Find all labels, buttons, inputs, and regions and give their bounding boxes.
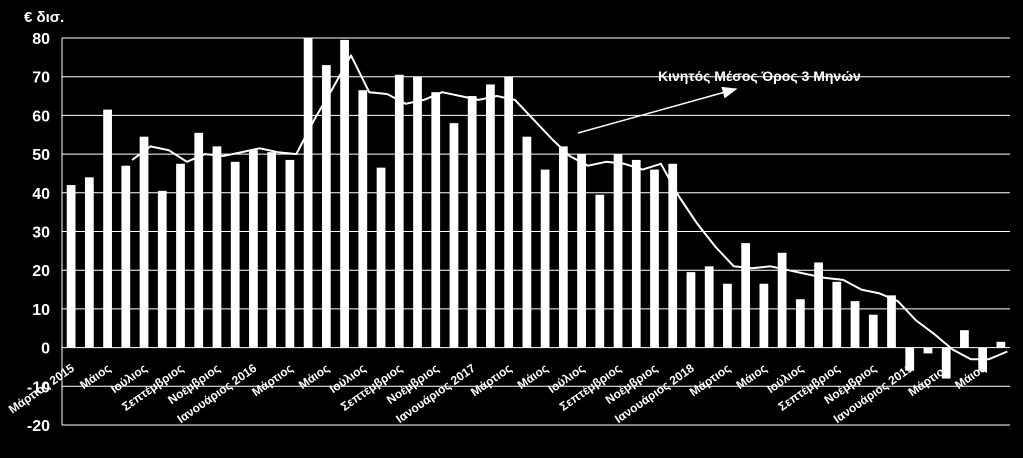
- y-tick-label: 80: [32, 31, 50, 48]
- y-tick-label: -20: [27, 418, 50, 435]
- bar: [686, 272, 696, 348]
- y-tick-label: 40: [32, 186, 50, 203]
- bar: [267, 152, 277, 348]
- bar: [923, 347, 933, 354]
- x-tick-label: Μάιος: [733, 361, 769, 392]
- bar: [431, 92, 441, 348]
- bar: [996, 341, 1006, 348]
- y-tick-label: 30: [32, 225, 50, 242]
- x-tick-label: Μάιος: [952, 361, 988, 392]
- y-tick-label: 10: [32, 302, 50, 319]
- bar: [413, 76, 422, 348]
- bar: [558, 146, 568, 348]
- y-axis-label: € δισ.: [24, 9, 64, 26]
- bar: [303, 38, 313, 348]
- bar-series: [66, 38, 1006, 379]
- bar: [577, 154, 586, 348]
- bar: [795, 299, 805, 348]
- bar: [613, 154, 623, 348]
- bar: [66, 185, 76, 348]
- annotation: Κινητός Μέσος Όρος 3 Μηνών: [577, 68, 861, 134]
- bar: [139, 136, 149, 348]
- bar: [230, 161, 240, 348]
- y-tick-label: 20: [32, 263, 50, 280]
- y-tick-label: 0: [41, 341, 50, 358]
- x-tick-label: Μάιος: [515, 361, 551, 392]
- bar: [176, 163, 185, 348]
- y-tick-label: 60: [32, 108, 50, 125]
- bar: [941, 347, 951, 379]
- bar: [595, 194, 605, 348]
- x-tick-label: Μάρτιος: [249, 361, 295, 399]
- bar: [103, 109, 112, 348]
- bar: [540, 169, 550, 348]
- bar: [321, 65, 331, 348]
- bar: [704, 266, 714, 348]
- bar: [905, 347, 915, 371]
- annotation-text: Κινητός Μέσος Όρος 3 Μηνών: [658, 68, 861, 84]
- bar: [850, 301, 860, 348]
- bar: [212, 146, 222, 348]
- bar: [650, 169, 659, 348]
- bar: [777, 252, 787, 348]
- bar: [522, 136, 532, 348]
- x-tick-label: Μάιος: [296, 361, 332, 392]
- y-tick-label: 70: [32, 70, 50, 87]
- bar: [467, 96, 477, 348]
- bar: [394, 74, 404, 348]
- bar: [504, 76, 514, 348]
- bar: [814, 262, 823, 348]
- x-tick-label: Μάιος: [77, 361, 113, 392]
- y-tick-labels: 80 70 60 50 40 30 20 10 0 -10 -20: [27, 31, 50, 435]
- y-tick-label: -10: [27, 379, 50, 396]
- bar: [960, 330, 969, 348]
- bar: [832, 281, 842, 348]
- bar: [741, 243, 751, 348]
- bar: [249, 150, 258, 348]
- x-tick-labels: Μάρτιος 2015 ΜάιοςΙούλιοςΣεπτέμβριοςΝοέμβ…: [6, 361, 988, 426]
- annotation-arrow: [577, 86, 738, 134]
- bar: [157, 190, 167, 348]
- bar: [340, 39, 349, 348]
- bar: [486, 84, 495, 348]
- bar: [668, 163, 678, 348]
- y-tick-label: 50: [32, 147, 50, 164]
- bar: [358, 90, 368, 348]
- bar: [285, 159, 295, 348]
- bar: [868, 314, 878, 348]
- x-tick-label: Μάρτιος: [687, 361, 733, 399]
- bar: [759, 283, 769, 348]
- x-tick-label: Μάρτιος 2015: [6, 361, 77, 417]
- x-tick-label: Μάρτιος: [468, 361, 514, 399]
- bar: [376, 167, 386, 348]
- bar: [194, 132, 204, 348]
- bar: [723, 283, 732, 348]
- bar: [449, 123, 459, 348]
- bar: [84, 177, 94, 348]
- moving-average-line: [131, 54, 1008, 361]
- moving-average-series: [131, 54, 1008, 361]
- bar: [887, 295, 896, 348]
- bar: [631, 159, 641, 348]
- bar: [121, 165, 131, 348]
